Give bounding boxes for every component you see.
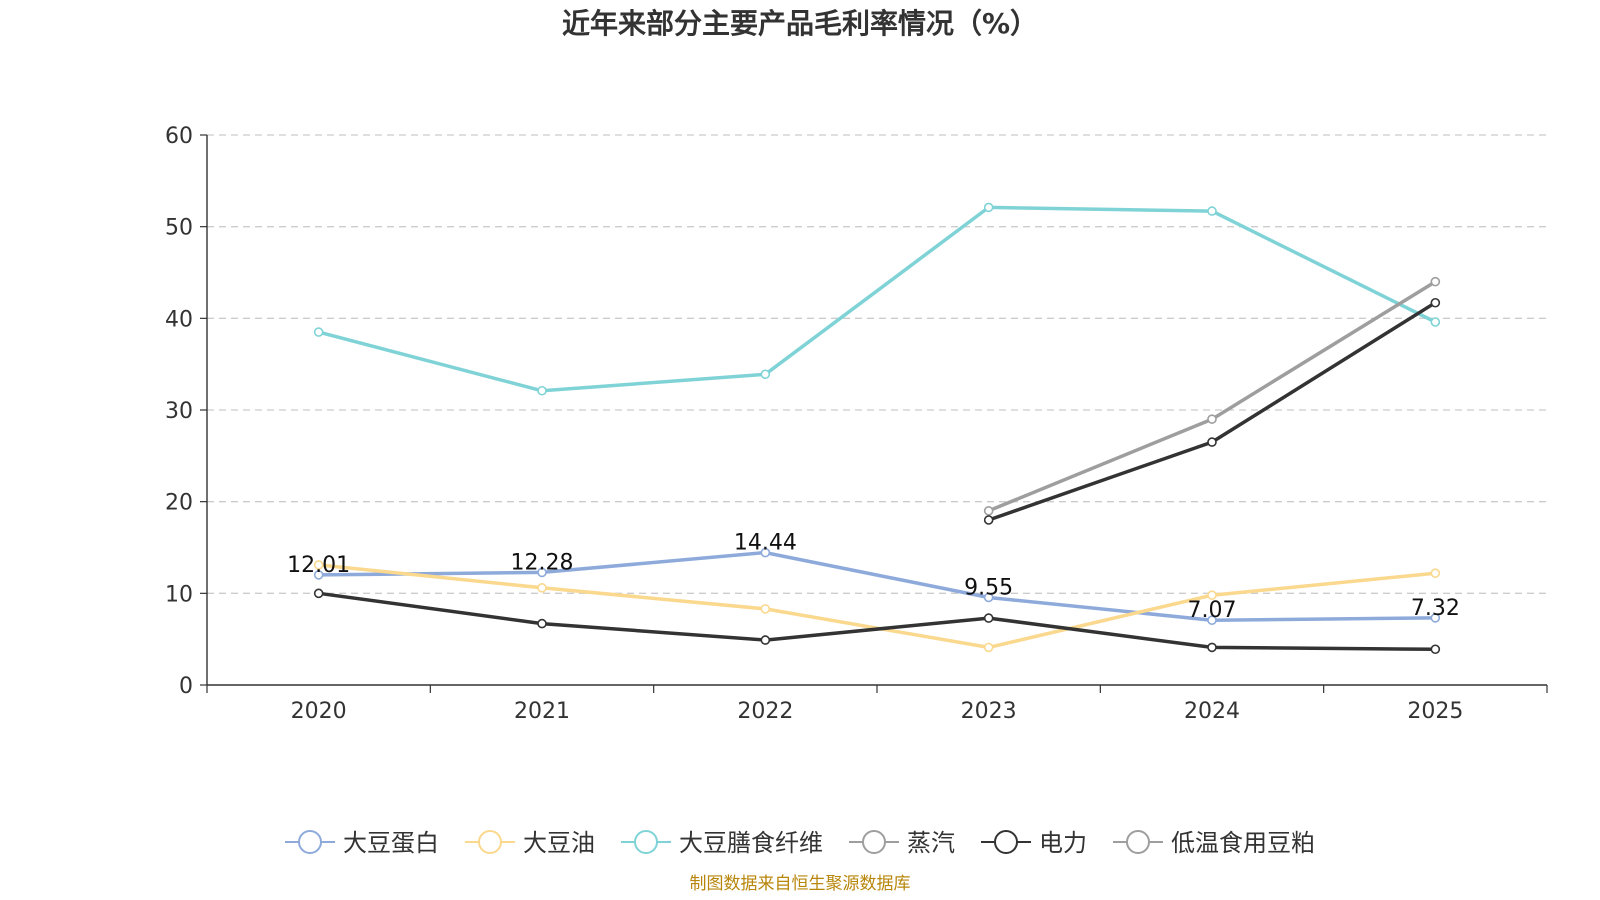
legend-marker-icon	[1126, 830, 1150, 854]
data-point	[1207, 642, 1217, 653]
legend-label: 大豆油	[523, 829, 595, 857]
legend-item: 蒸汽	[849, 829, 955, 857]
series-line	[318, 591, 1436, 652]
x-tick-label: 2023	[961, 699, 1017, 724]
legend-item: 电力	[981, 829, 1087, 857]
legend-label: 大豆蛋白	[343, 829, 439, 857]
data-point	[983, 506, 994, 516]
legend-item: 大豆膳食纤维	[621, 829, 823, 857]
legend-label: 低温食用豆粕	[1171, 829, 1315, 857]
data-point	[537, 618, 547, 629]
series-line	[318, 550, 1436, 622]
legend-marker-icon	[478, 830, 502, 854]
data-point	[1430, 613, 1441, 623]
data-point	[1207, 206, 1217, 216]
x-tick-label: 2022	[737, 699, 793, 724]
data-point	[1430, 317, 1441, 327]
legend-item: 大豆蛋白	[285, 829, 439, 857]
data-labels: 12.01 12.28 14.44 9.55 7.07 7.32	[287, 531, 1460, 624]
data-point	[1207, 615, 1217, 625]
series-line	[988, 301, 1437, 522]
legend-marker-icon	[298, 830, 322, 854]
legend-item: 大豆油	[465, 829, 595, 857]
data-point	[313, 560, 324, 570]
series-0	[313, 547, 1441, 625]
data-point	[983, 613, 994, 623]
data-label: 14.44	[734, 531, 797, 556]
y-tick-label: 20	[165, 491, 193, 516]
legend-marker-icon	[634, 830, 658, 854]
series-line	[318, 205, 1437, 393]
data-point	[313, 588, 324, 599]
data-point	[1207, 437, 1217, 447]
data-point	[760, 635, 771, 645]
y-tick-label: 0	[179, 674, 193, 699]
legend: 大豆蛋白 大豆油 大豆膳食纤维 蒸汽 电力 低温食用豆粕	[285, 829, 1315, 857]
series-line	[988, 280, 1437, 513]
y-tick-label: 60	[165, 124, 193, 149]
data-point	[1207, 590, 1217, 600]
data-point	[983, 642, 994, 653]
data-label: 7.32	[1411, 596, 1460, 621]
data-point	[1430, 297, 1441, 308]
series-line	[318, 563, 1436, 650]
data-point	[537, 583, 547, 593]
data-point	[983, 592, 994, 603]
x-tick-label: 2021	[514, 699, 570, 724]
data-point	[983, 515, 994, 525]
data-point	[1430, 568, 1441, 578]
data-point	[537, 567, 547, 578]
series-5	[313, 588, 1441, 655]
data-point	[1430, 644, 1441, 655]
data-point	[760, 369, 771, 380]
data-point	[313, 327, 324, 337]
y-tick-label: 10	[165, 582, 193, 607]
data-point	[1207, 414, 1217, 424]
data-label: 12.28	[511, 550, 574, 575]
axes: 0 10 20 30 40 50 60 2020 2021 2022 2023 2024 2025	[165, 124, 1548, 724]
series-3	[983, 276, 1441, 516]
x-tick-label: 2025	[1407, 699, 1463, 724]
y-tick-label: 40	[165, 307, 193, 332]
y-tick-label: 30	[165, 399, 193, 424]
data-point	[983, 202, 994, 213]
legend-label: 大豆膳食纤维	[679, 829, 823, 857]
legend-label: 电力	[1039, 829, 1087, 857]
data-label: 9.55	[964, 575, 1013, 600]
series-2	[313, 202, 1441, 396]
series-group	[313, 202, 1441, 655]
data-point	[537, 385, 547, 396]
legend-item: 低温食用豆粕	[1113, 829, 1315, 857]
series-4	[983, 297, 1441, 525]
source-note: 制图数据来自恒生聚源数据库	[690, 874, 911, 894]
legend-marker-icon	[862, 830, 886, 854]
y-tick-label: 50	[165, 216, 193, 241]
grid-lines	[207, 134, 1547, 594]
chart-title: 近年来部分主要产品毛利率情况（%）	[562, 7, 1038, 40]
data-point	[760, 604, 771, 614]
x-tick-label: 2024	[1184, 699, 1240, 724]
data-point	[760, 547, 771, 558]
legend-marker-icon	[994, 830, 1018, 854]
data-label: 7.07	[1188, 598, 1237, 623]
data-point	[313, 570, 324, 580]
x-tick-label: 2020	[291, 699, 347, 724]
data-point	[1430, 276, 1441, 287]
legend-label: 蒸汽	[907, 829, 955, 857]
data-label: 12.01	[287, 553, 350, 578]
